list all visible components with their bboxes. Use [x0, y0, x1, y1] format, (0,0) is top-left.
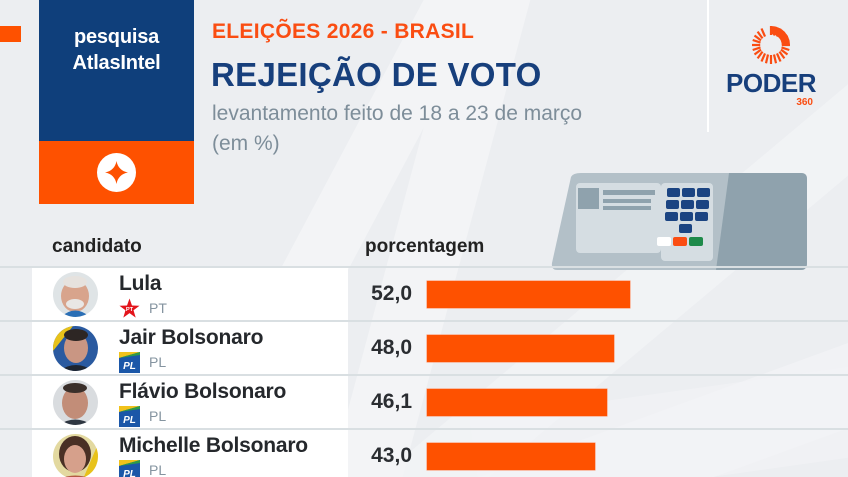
party: PT PT: [119, 297, 167, 318]
atlasintel-compass-icon: [97, 153, 136, 192]
svg-text:PT: PT: [126, 306, 134, 312]
percentage-bar: [427, 443, 595, 470]
brand-logo-block: [39, 141, 194, 204]
party: PL PL: [119, 459, 167, 477]
table-row: Jair Bolsonaro PL PL 48,0: [0, 322, 848, 376]
pl-logo-icon: PL: [119, 405, 140, 427]
accent-tab: [0, 26, 21, 42]
row-divider: [0, 320, 848, 322]
pl-logo-icon: PL: [119, 459, 140, 477]
party-label: PL: [149, 408, 167, 424]
candidate-name: Michelle Bolsonaro: [119, 434, 308, 457]
candidate-avatar: [53, 326, 98, 371]
party-label: PT: [149, 300, 167, 316]
row-divider: [0, 374, 848, 376]
candidate-avatar: [53, 434, 98, 477]
candidate-avatar: [53, 380, 98, 425]
pt-star-icon: PT: [119, 297, 140, 318]
percentage-value: 43,0: [371, 444, 412, 467]
subtitle: levantamento feito de 18 a 23 de março (…: [212, 99, 582, 159]
percentage-bar: [427, 335, 614, 362]
percentage-value: 48,0: [371, 336, 412, 359]
subtitle-line-1: levantamento feito de 18 a 23 de março: [212, 102, 583, 125]
brand-line-1: pesquisa: [73, 26, 160, 48]
column-header-percentage: porcentagem: [365, 236, 485, 257]
atlasintel-brand-panel: pesquisa AtlasIntel: [39, 0, 194, 204]
svg-text:PL: PL: [123, 361, 136, 372]
subtitle-line-2: (em %): [212, 132, 280, 155]
candidate-name: Lula: [119, 272, 162, 295]
pl-logo-icon: PL: [119, 351, 140, 373]
candidate-name: Jair Bolsonaro: [119, 326, 264, 349]
header-divider-line: [0, 266, 848, 268]
percentage-bar: [427, 389, 607, 416]
table-row: Flávio Bolsonaro PL PL 46,1: [0, 376, 848, 430]
row-divider: [0, 428, 848, 430]
percentage-bar: [427, 281, 630, 308]
svg-text:PL: PL: [123, 469, 136, 477]
column-header-candidate: candidato: [52, 236, 142, 257]
header-divider: [707, 0, 709, 132]
page-title: REJEIÇÃO DE VOTO: [211, 56, 542, 93]
table-row: Lula PT PT 52,0: [0, 268, 848, 322]
party: PL PL: [119, 405, 167, 427]
percentage-value: 46,1: [371, 390, 412, 413]
table-row: Michelle Bolsonaro PL PL 43,0: [0, 430, 848, 477]
candidate-name: Flávio Bolsonaro: [119, 380, 287, 403]
brand-line-2: AtlasIntel: [72, 52, 161, 74]
poder360-logo: PODER 360: [725, 24, 817, 112]
poder-360-suffix: 360: [796, 97, 813, 108]
percentage-value: 52,0: [371, 282, 412, 305]
party: PL PL: [119, 351, 167, 373]
eyebrow-label: ELEIÇÕES 2026 - BRASIL: [212, 20, 475, 43]
svg-text:PL: PL: [123, 415, 136, 426]
poder360-sun-icon: [752, 26, 790, 64]
candidate-avatar: [53, 272, 98, 317]
party-label: PL: [149, 354, 167, 370]
party-label: PL: [149, 462, 167, 477]
poder-wordmark: PODER: [726, 68, 816, 98]
voting-machine-icon: [551, 173, 807, 270]
brand-text-block: pesquisa AtlasIntel: [39, 0, 194, 141]
